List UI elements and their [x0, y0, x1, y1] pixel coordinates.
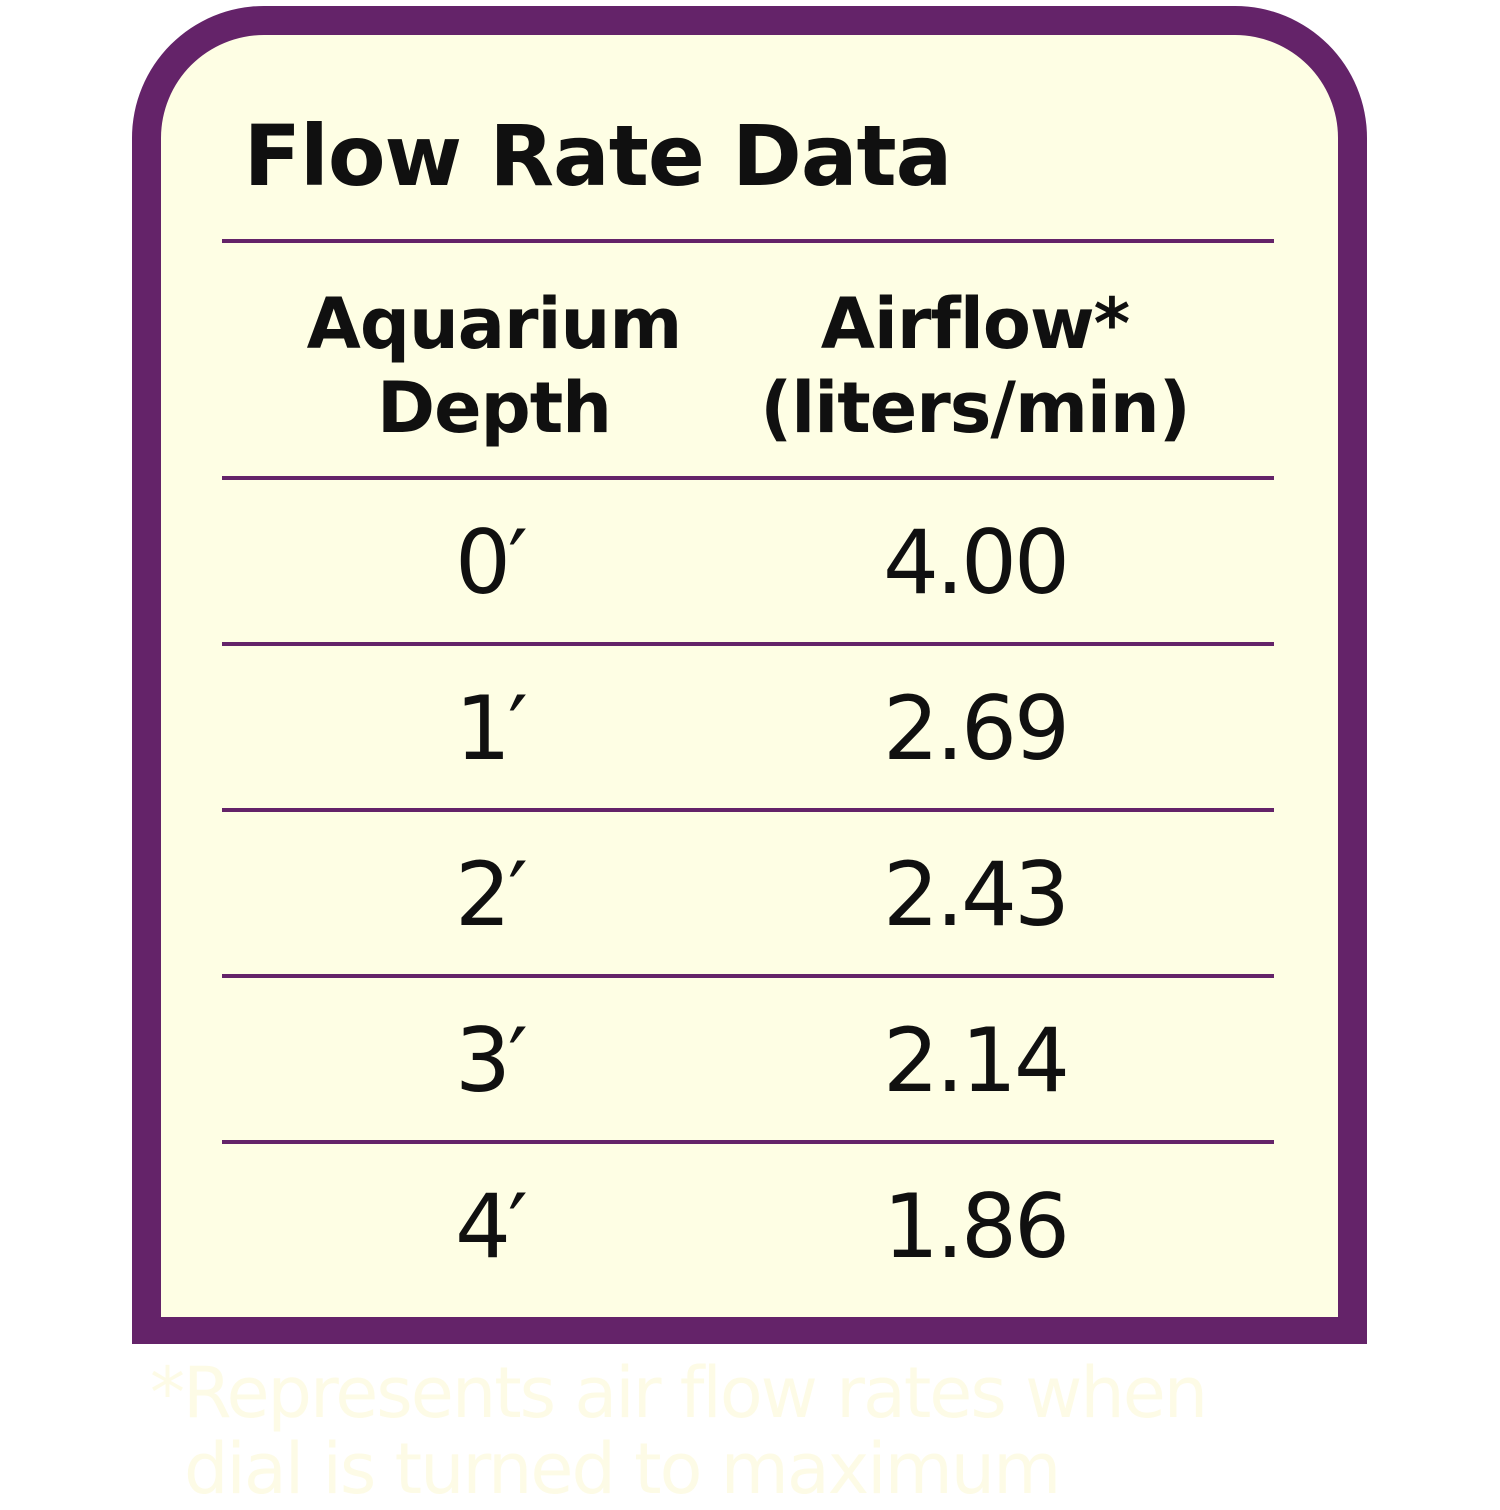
header-airflow-line2: (liters/min) [760, 367, 1190, 449]
footnote-line2: dial is turned to maximum [184, 1428, 1061, 1510]
table-title: Flow Rate Data [243, 107, 953, 205]
airflow-cell: 4.00 [883, 511, 1070, 614]
row-divider [222, 808, 1274, 812]
depth-cell: 3′ [455, 1009, 528, 1112]
header-depth-line2: Depth [377, 367, 612, 449]
title-divider [222, 239, 1274, 243]
header-divider [222, 476, 1274, 480]
depth-cell: 2′ [455, 843, 528, 946]
row-divider [222, 1140, 1274, 1144]
airflow-cell: 2.69 [883, 677, 1070, 780]
header-airflow-line1: Airflow* [820, 283, 1131, 365]
header-aquarium-depth: Aquarium Depth [296, 282, 692, 450]
depth-cell: 0′ [455, 511, 528, 614]
flow-rate-card [132, 6, 1367, 1344]
row-divider [222, 642, 1274, 646]
header-depth-line1: Aquarium [306, 283, 683, 365]
depth-cell: 4′ [455, 1175, 528, 1278]
airflow-cell: 2.43 [883, 843, 1070, 946]
airflow-cell: 2.14 [883, 1009, 1070, 1112]
depth-cell: 1′ [455, 677, 528, 780]
airflow-cell: 1.86 [883, 1175, 1070, 1278]
row-divider [222, 974, 1274, 978]
footnote: *Represents air flow rates when dial is … [150, 1352, 1208, 1510]
header-airflow: Airflow* (liters/min) [745, 282, 1205, 450]
footnote-line1: *Represents air flow rates when [150, 1352, 1208, 1434]
